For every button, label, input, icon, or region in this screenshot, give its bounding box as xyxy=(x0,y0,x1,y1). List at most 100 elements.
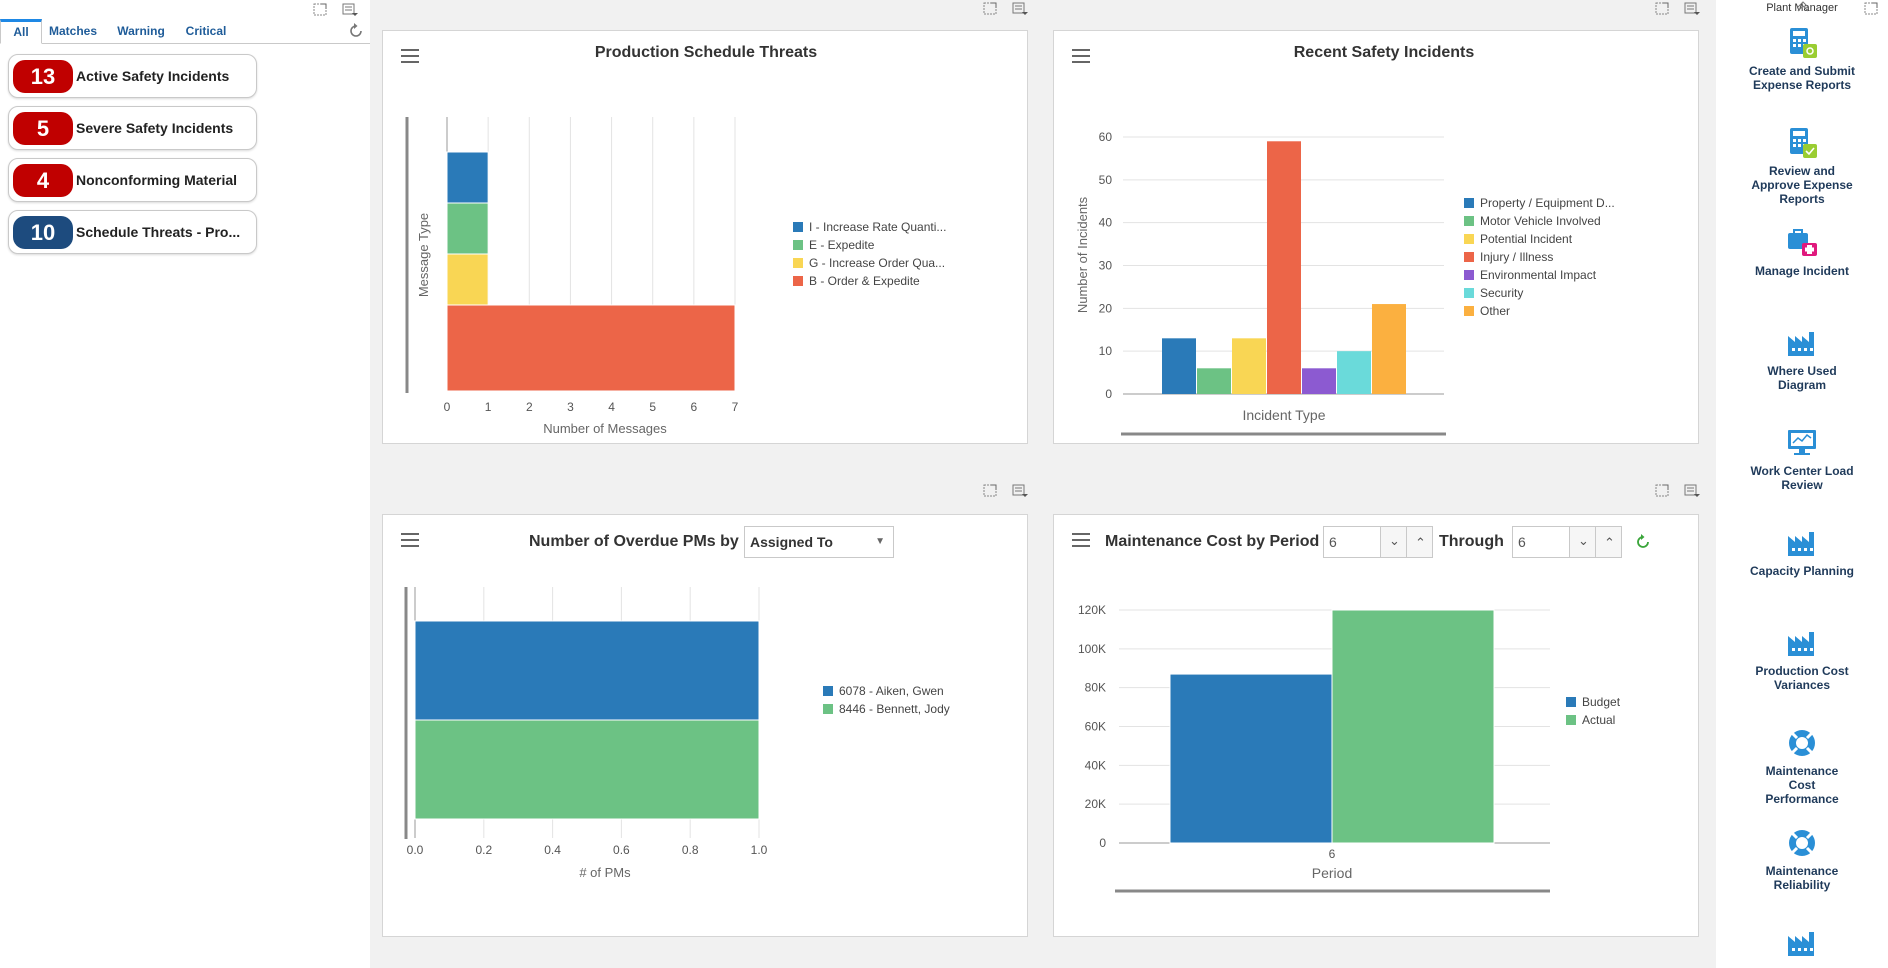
y-tick-label: 10 xyxy=(1099,344,1113,358)
tab-critical[interactable]: Critical xyxy=(185,24,227,38)
bar-1 xyxy=(1331,609,1495,844)
legend-label: Motor Vehicle Involved xyxy=(1480,214,1601,228)
alert-severe-safety-incidents[interactable]: 5 Severe Safety Incidents xyxy=(8,106,257,150)
refresh-icon[interactable] xyxy=(348,23,364,39)
alert-label: Severe Safety Incidents xyxy=(76,120,234,136)
launch-where-used-diagram[interactable]: Where Used Diagram xyxy=(1716,326,1888,392)
card-title: Recent Safety Incidents xyxy=(1293,44,1475,61)
y-tick-label: 100K xyxy=(1078,642,1106,656)
safety-incidents-chart: 0 10 20 30 40 50 60 Incident Type Number of Inci… xyxy=(1075,130,1615,436)
tab-warning[interactable]: Warning xyxy=(117,24,165,38)
overdue-pms-chart: 0.0 0.2 0.4 0.6 0.8 1.0 # of PMs 6078 - Aiken, … xyxy=(404,587,950,880)
legend-label: Other xyxy=(1480,304,1510,318)
overdue-pms-card: Number of Overdue PMs by Assigned To ▼ 0… xyxy=(382,514,1028,937)
menu-icon[interactable] xyxy=(1072,49,1090,63)
period-from-increment[interactable]: ⌃ xyxy=(1406,526,1433,558)
launch-create-expense-reports[interactable]: Create and Submit Expense Reports xyxy=(1716,26,1888,92)
legend-swatch xyxy=(793,276,803,286)
bar-6 xyxy=(1372,304,1406,394)
launch-work-center-load-review[interactable]: Work Center Load Review xyxy=(1716,426,1888,492)
panel-options-icon[interactable] xyxy=(341,2,359,18)
y-tick-label: 60 xyxy=(1099,130,1113,144)
card-title: Number of Overdue PMs by xyxy=(529,533,739,550)
legend-swatch xyxy=(1464,270,1474,280)
bar-2 xyxy=(446,253,489,306)
launchpad-title: Plant Manager xyxy=(1766,2,1838,14)
period-to-input[interactable]: 6 xyxy=(1512,526,1570,558)
legend-label: B - Order & Expedite xyxy=(809,274,920,288)
maximize-icon[interactable] xyxy=(1862,1,1880,17)
launch-more[interactable] xyxy=(1716,926,1888,964)
alert-schedule-threats[interactable]: 10 Schedule Threats - Pro... xyxy=(8,210,257,254)
period-from-decrement[interactable]: ⌄ xyxy=(1380,526,1407,558)
tab-all[interactable]: All xyxy=(0,19,42,44)
alerts-panel: All Matches Warning Critical 13 Active S… xyxy=(0,0,370,968)
card-title: Maintenance Cost by Period xyxy=(1105,533,1320,550)
collapse-icon[interactable] xyxy=(1794,0,1812,12)
launch-manage-incident[interactable]: Manage Incident xyxy=(1716,226,1888,278)
maximize-icon[interactable] xyxy=(981,1,999,17)
launchpad-panel: Plant Manager Create and Submit Expense … xyxy=(1716,0,1888,968)
legend-label: Budget xyxy=(1582,695,1621,709)
legend-label: Actual xyxy=(1582,713,1615,727)
alert-count-badge: 13 xyxy=(13,60,73,93)
launch-capacity-planning[interactable]: Capacity Planning xyxy=(1716,526,1888,578)
panel-options-icon[interactable] xyxy=(1683,483,1701,499)
legend-swatch xyxy=(1464,306,1474,316)
period-to-increment[interactable]: ⌃ xyxy=(1595,526,1622,558)
legend-swatch xyxy=(1464,234,1474,244)
lifebuoy-icon xyxy=(1789,730,1815,756)
refresh-icon[interactable] xyxy=(1635,534,1651,550)
bar-0 xyxy=(446,151,489,204)
launch-maintenance-cost-performance[interactable]: Maintenance Cost Performance xyxy=(1716,726,1888,806)
menu-icon[interactable] xyxy=(401,49,419,63)
launch-review-expense-reports[interactable]: Review and Approve Expense Reports xyxy=(1716,126,1888,206)
x-tick-label: 0.2 xyxy=(475,843,492,857)
panel-options-icon[interactable] xyxy=(1011,483,1029,499)
maximize-icon[interactable] xyxy=(981,483,999,499)
x-tick-label: 0.6 xyxy=(613,843,630,857)
launch-label: Production Cost Variances xyxy=(1755,664,1849,692)
alert-active-safety-incidents[interactable]: 13 Active Safety Incidents xyxy=(8,54,257,98)
period-to-decrement[interactable]: ⌄ xyxy=(1569,526,1596,558)
chevron-down-icon: ▼ xyxy=(875,536,885,547)
legend-swatch xyxy=(1464,252,1474,262)
alert-nonconforming-material[interactable]: 4 Nonconforming Material xyxy=(8,158,257,202)
menu-icon[interactable] xyxy=(401,533,419,547)
legend-label: Property / Equipment D... xyxy=(1480,196,1615,210)
legend-swatch xyxy=(1566,715,1576,725)
through-label: Through xyxy=(1439,533,1504,550)
maximize-icon[interactable] xyxy=(311,2,329,18)
launch-maintenance-reliability[interactable]: Maintenance Reliability xyxy=(1716,826,1888,892)
bar-4 xyxy=(1302,368,1336,394)
legend-label: 8446 - Bennett, Jody xyxy=(839,702,950,716)
x-tick-label: 2 xyxy=(526,400,533,414)
alert-label: Active Safety Incidents xyxy=(76,68,230,84)
panel-options-icon[interactable] xyxy=(1011,1,1029,17)
y-tick-label: 0 xyxy=(1099,836,1106,850)
y-tick-label: 80K xyxy=(1085,681,1106,695)
legend-label: Potential Incident xyxy=(1480,232,1573,246)
y-tick-label: 20K xyxy=(1085,797,1106,811)
x-tick-label: 6 xyxy=(691,400,698,414)
tab-matches[interactable]: Matches xyxy=(48,24,98,38)
launch-label: Maintenance Reliability xyxy=(1765,864,1839,892)
x-tick-label: 1 xyxy=(485,400,492,414)
bar-0 xyxy=(414,620,760,721)
x-axis-label: Number of Messages xyxy=(543,421,667,436)
legend-swatch xyxy=(823,686,833,696)
calculator-icon xyxy=(1790,128,1817,158)
maximize-icon[interactable] xyxy=(1653,1,1671,17)
legend-label: Security xyxy=(1480,286,1523,300)
bar-1 xyxy=(1197,368,1231,394)
period-from-input[interactable]: 6 xyxy=(1323,526,1381,558)
bar-0 xyxy=(1162,338,1196,394)
launch-production-cost-variances[interactable]: Production Cost Variances xyxy=(1716,626,1888,692)
bar-5 xyxy=(1337,351,1371,394)
y-tick-label: 120K xyxy=(1078,603,1106,617)
maximize-icon[interactable] xyxy=(1653,483,1671,499)
panel-options-icon[interactable] xyxy=(1683,1,1701,17)
menu-icon[interactable] xyxy=(1072,533,1090,547)
assigned-to-select[interactable]: Assigned To ▼ xyxy=(744,526,894,558)
bar-2 xyxy=(1232,338,1266,394)
